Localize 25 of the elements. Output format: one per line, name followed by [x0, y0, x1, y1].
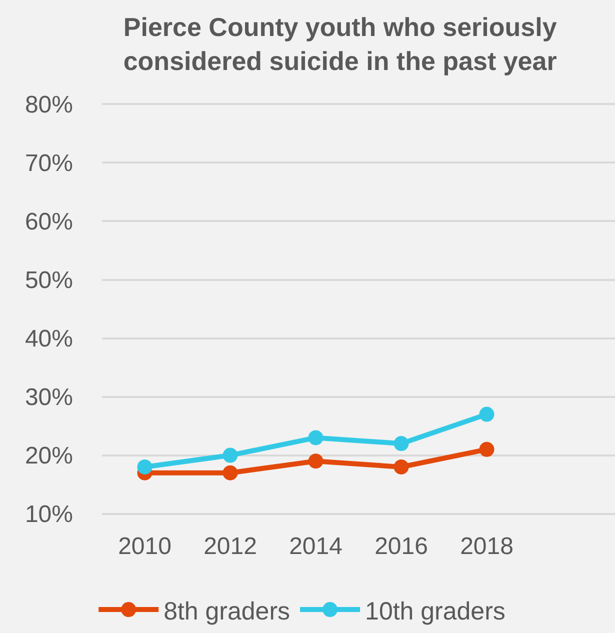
- y-tick-label: 40%: [24, 326, 73, 353]
- y-tick-label: 20%: [24, 442, 73, 470]
- legend-label: 8th graders: [164, 597, 290, 626]
- point: [479, 406, 494, 422]
- chart-title: Pierce County youth who seriously considered suicide in the past year: [123, 12, 558, 76]
- x-tick-label: 2014: [289, 533, 342, 560]
- legend-label: 10th graders: [365, 597, 506, 626]
- point: [222, 465, 238, 480]
- y-tick-label: 60%: [24, 208, 73, 236]
- y-tick-label: 80%: [24, 92, 73, 119]
- point: [222, 448, 238, 463]
- x-tick-label: 2010: [118, 533, 172, 560]
- y-tick-label: 50%: [24, 267, 73, 294]
- y-tick-label: 30%: [24, 384, 73, 412]
- x-tick-label: 2018: [460, 533, 514, 560]
- x-tick-label: 2016: [374, 533, 428, 560]
- x-tick-label: 2012: [204, 533, 257, 560]
- y-tick-label: 10%: [24, 501, 73, 528]
- point: [137, 459, 152, 474]
- point: [394, 459, 409, 474]
- point: [479, 442, 494, 457]
- y-tick-label: 70%: [24, 150, 73, 178]
- point: [394, 436, 409, 452]
- point: [308, 454, 324, 469]
- point: [308, 430, 324, 446]
